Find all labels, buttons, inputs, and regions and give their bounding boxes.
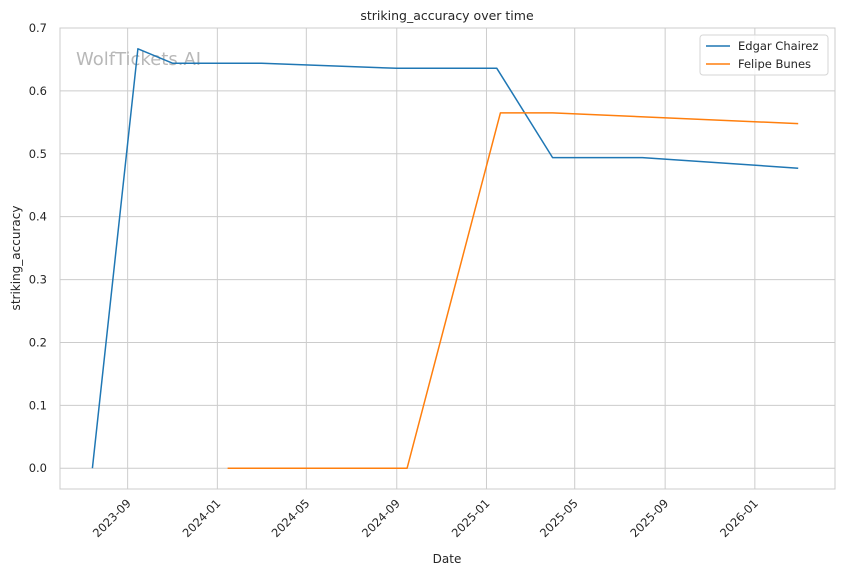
y-tick-label: 0.1 xyxy=(29,398,47,412)
x-tick-label: 2024-01 xyxy=(180,496,224,540)
series-line-0 xyxy=(91,48,799,469)
x-tick-label: 2025-05 xyxy=(537,496,581,540)
series-line-1 xyxy=(227,112,799,469)
y-tick-label: 0.0 xyxy=(29,461,47,475)
y-tick-label: 0.6 xyxy=(29,84,47,98)
y-tick-label: 0.7 xyxy=(29,21,47,35)
y-tick-label: 0.4 xyxy=(29,210,47,224)
series-lines xyxy=(91,48,799,469)
y-axis-label: striking_accuracy xyxy=(9,206,23,311)
legend-label-1: Felipe Bunes xyxy=(738,57,811,71)
watermark-text: WolfTickets.AI xyxy=(76,49,201,70)
grid-lines xyxy=(60,27,835,489)
plot-area xyxy=(60,28,835,489)
legend-label-0: Edgar Chairez xyxy=(738,39,818,53)
y-tick-label: 0.5 xyxy=(29,147,47,161)
x-tick-label: 2025-01 xyxy=(449,496,493,540)
legend-box xyxy=(699,34,829,76)
y-tick-label: 0.3 xyxy=(29,273,47,287)
x-tick-label: 2026-01 xyxy=(717,496,761,540)
legend: Edgar Chairez Felipe Bunes xyxy=(699,34,829,76)
x-tick-label: 2023-09 xyxy=(90,496,134,540)
x-tick-label: 2024-05 xyxy=(269,496,313,540)
x-tick-label: 2024-09 xyxy=(359,496,403,540)
chart-title: striking_accuracy over time xyxy=(360,8,534,23)
plot-frame xyxy=(59,27,836,490)
y-tick-label: 0.2 xyxy=(29,335,47,349)
x-axis-label: Date xyxy=(433,552,462,566)
x-tick-label: 2025-09 xyxy=(627,496,671,540)
